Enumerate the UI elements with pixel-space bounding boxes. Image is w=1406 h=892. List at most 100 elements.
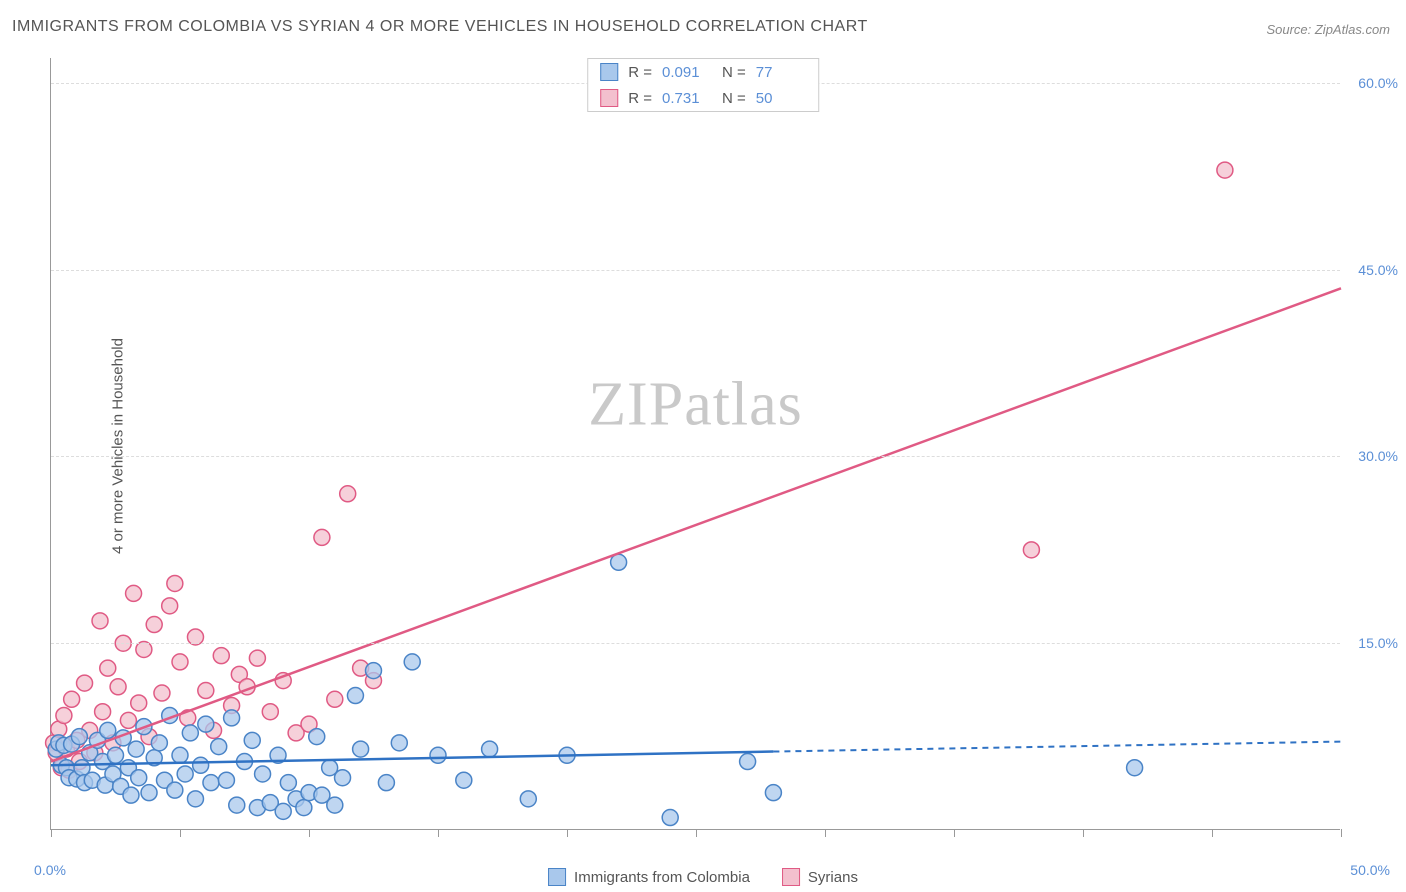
data-point [213, 648, 229, 664]
data-point [177, 766, 193, 782]
x-tick [309, 829, 310, 837]
n-label: N = [722, 90, 746, 107]
data-point [366, 663, 382, 679]
data-point [391, 735, 407, 751]
data-point [182, 725, 198, 741]
data-point [378, 775, 394, 791]
data-point [309, 729, 325, 745]
data-point [280, 775, 296, 791]
data-point [167, 575, 183, 591]
r-value-series2: 0.731 [662, 90, 712, 107]
x-tick [1083, 829, 1084, 837]
data-point [404, 654, 420, 670]
n-label: N = [722, 64, 746, 81]
data-point [347, 688, 363, 704]
data-point [167, 782, 183, 798]
legend-label-series1: Immigrants from Colombia [574, 869, 750, 886]
x-tick [1212, 829, 1213, 837]
y-tick-label: 45.0% [1358, 262, 1398, 278]
data-point [335, 770, 351, 786]
data-point [110, 679, 126, 695]
x-tick [825, 829, 826, 837]
data-point [71, 729, 87, 745]
data-point [187, 791, 203, 807]
data-point [120, 712, 136, 728]
data-point [430, 747, 446, 763]
data-point [662, 810, 678, 826]
data-point [198, 683, 214, 699]
data-point [765, 785, 781, 801]
r-label: R = [628, 64, 652, 81]
x-tick [954, 829, 955, 837]
data-point [151, 735, 167, 751]
data-point [520, 791, 536, 807]
data-point [353, 741, 369, 757]
legend-label-series2: Syrians [808, 869, 858, 886]
data-point [172, 747, 188, 763]
data-point [262, 704, 278, 720]
x-tick [438, 829, 439, 837]
x-tick [51, 829, 52, 837]
data-point [128, 741, 144, 757]
data-point [100, 722, 116, 738]
data-point [64, 691, 80, 707]
y-tick-label: 15.0% [1358, 635, 1398, 651]
trend-line-extrapolated [773, 742, 1341, 752]
data-point [77, 675, 93, 691]
data-point [244, 732, 260, 748]
data-point [327, 691, 343, 707]
data-point [1023, 542, 1039, 558]
n-value-series1: 77 [756, 64, 806, 81]
data-point [123, 787, 139, 803]
data-point [108, 747, 124, 763]
gridline [51, 643, 1340, 644]
data-point [141, 785, 157, 801]
data-point [146, 617, 162, 633]
data-point [56, 707, 72, 723]
y-tick-label: 30.0% [1358, 448, 1398, 464]
data-point [229, 797, 245, 813]
data-point [340, 486, 356, 502]
legend-item-series1: Immigrants from Colombia [548, 868, 750, 886]
data-point [162, 598, 178, 614]
trend-line [51, 288, 1341, 761]
n-value-series2: 50 [756, 90, 806, 107]
data-point [92, 613, 108, 629]
x-tick [696, 829, 697, 837]
legend-row-series1: R = 0.091 N = 77 [588, 59, 818, 85]
data-point [314, 529, 330, 545]
legend-item-series2: Syrians [782, 868, 858, 886]
data-point [1127, 760, 1143, 776]
swatch-series1 [600, 63, 618, 81]
data-point [255, 766, 271, 782]
swatch-series2-bottom [782, 868, 800, 886]
data-point [126, 585, 142, 601]
data-point [296, 800, 312, 816]
data-point [327, 797, 343, 813]
source-attribution: Source: ZipAtlas.com [1266, 22, 1390, 37]
y-tick-label: 60.0% [1358, 75, 1398, 91]
plot-area: ZIPatlas 15.0%30.0%45.0%60.0% [50, 58, 1340, 830]
data-point [154, 685, 170, 701]
data-point [198, 716, 214, 732]
data-point [249, 650, 265, 666]
data-point [95, 704, 111, 720]
data-point [100, 660, 116, 676]
x-tick [567, 829, 568, 837]
data-point [218, 772, 234, 788]
data-point [203, 775, 219, 791]
r-value-series1: 0.091 [662, 64, 712, 81]
data-point [275, 803, 291, 819]
data-point [172, 654, 188, 670]
r-label: R = [628, 90, 652, 107]
data-point [482, 741, 498, 757]
x-axis-max-label: 50.0% [1350, 862, 1390, 878]
data-point [1217, 162, 1233, 178]
swatch-series1-bottom [548, 868, 566, 886]
legend-row-series2: R = 0.731 N = 50 [588, 85, 818, 111]
x-tick [1341, 829, 1342, 837]
data-point [224, 710, 240, 726]
data-point [131, 695, 147, 711]
data-point [193, 757, 209, 773]
series-legend: Immigrants from Colombia Syrians [548, 868, 858, 886]
